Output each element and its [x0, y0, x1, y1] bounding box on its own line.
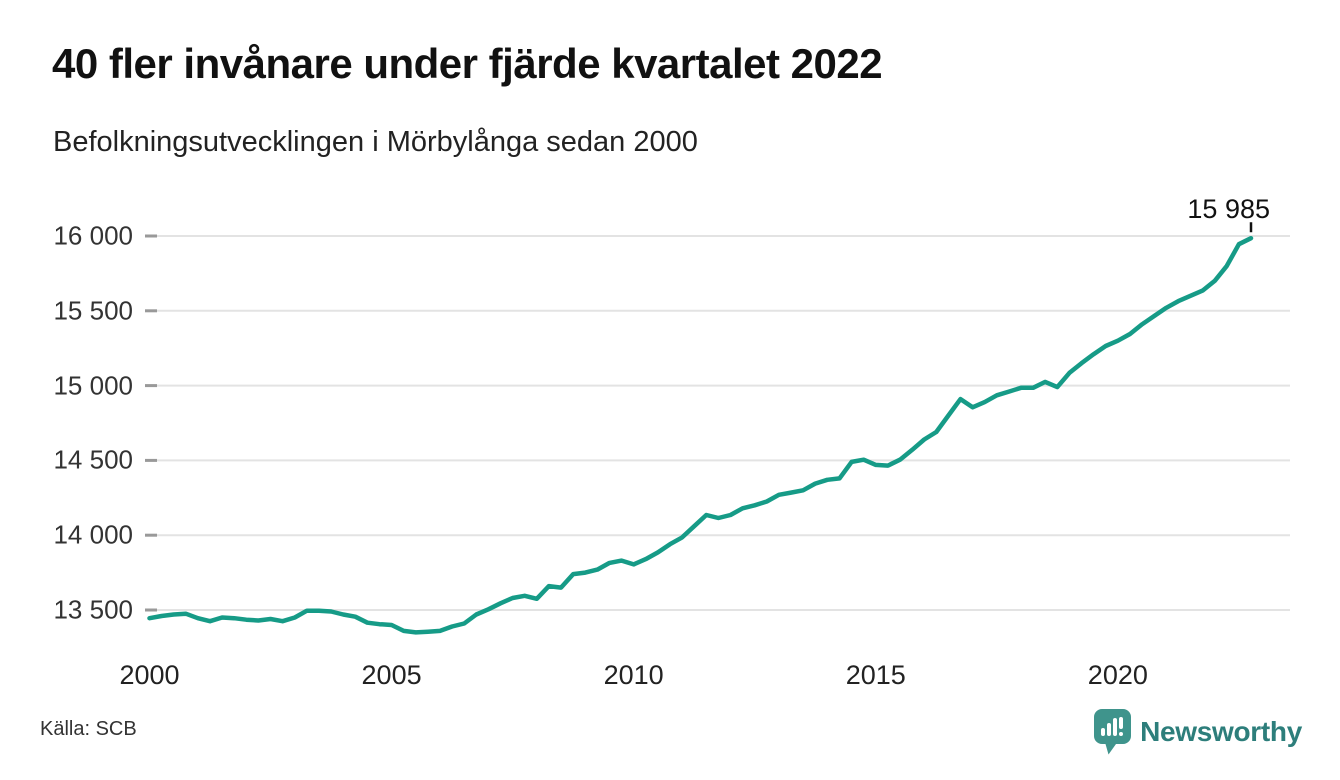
population-series-line: [147, 235, 1254, 635]
x-tick-label-2020: 2020: [1087, 660, 1148, 690]
newsworthy-logo: Newsworthy: [1094, 708, 1302, 756]
x-tick-label-2005: 2005: [361, 660, 422, 690]
source-note: Källa: SCB: [40, 718, 137, 740]
y-tick-label-13500: 13 500: [53, 594, 133, 625]
y-tick-label-16000: 16 000: [53, 220, 133, 251]
y-tick-label-14000: 14 000: [53, 519, 133, 550]
y-tick-label-14500: 14 500: [53, 444, 133, 475]
chart-subtitle: Befolkningsutvecklingen i Mörbylånga sed…: [53, 126, 698, 158]
newsworthy-bubble-icon: [1094, 709, 1132, 755]
x-tick-label-2000: 2000: [119, 660, 180, 690]
page-title: 40 fler invånare under fjärde kvartalet …: [52, 40, 883, 87]
x-tick-label-2010: 2010: [603, 660, 664, 690]
brand-name: Newsworthy: [1140, 716, 1302, 747]
last-value-label: 15 985: [1187, 194, 1270, 224]
y-tick-label-15000: 15 000: [53, 370, 133, 401]
x-tick-label-2015: 2015: [845, 660, 906, 690]
y-tick-label-15500: 15 500: [53, 295, 133, 326]
